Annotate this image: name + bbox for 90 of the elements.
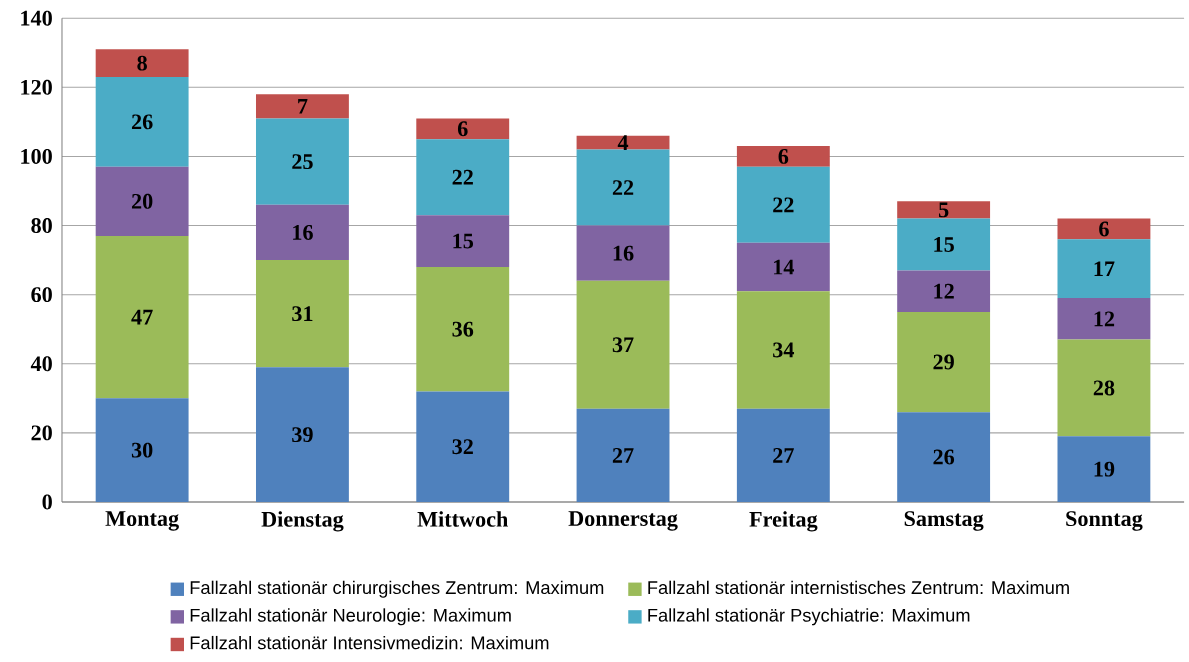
data-label: 6 xyxy=(1099,221,1109,237)
y-tick-label: 20 xyxy=(31,425,52,441)
data-label: 26 xyxy=(131,114,153,130)
x-tick-label: Sonntag xyxy=(1066,511,1143,531)
bar xyxy=(576,225,670,281)
data-label: 27 xyxy=(612,447,634,463)
data-label: 36 xyxy=(452,321,474,337)
legend-label: Fallzahl stationär Psychiatrie: Maximum xyxy=(648,608,970,626)
y-tick-label: 80 xyxy=(31,218,52,234)
data-label: 16 xyxy=(293,224,313,240)
bar xyxy=(576,408,670,502)
bar xyxy=(897,412,991,502)
bar xyxy=(576,149,670,226)
x-tick-label: Samstag xyxy=(904,511,984,531)
legend-label: Fallzahl stationär internistisches Zentrum: Maximum xyxy=(648,580,1069,595)
bar xyxy=(1057,298,1151,340)
bar xyxy=(736,166,830,243)
x-tick-label: Freitag xyxy=(749,511,818,532)
bar xyxy=(736,146,830,167)
bar xyxy=(255,367,349,502)
bar xyxy=(255,94,349,119)
bar xyxy=(736,408,830,502)
bar xyxy=(897,218,991,271)
bar xyxy=(576,280,670,409)
bar xyxy=(897,311,991,413)
x-tick-label: Dienstag xyxy=(261,511,344,532)
data-label: 4 xyxy=(617,135,629,150)
y-tick-label: 60 xyxy=(31,287,52,303)
data-label: 22 xyxy=(612,180,634,195)
data-label: 39 xyxy=(292,427,313,443)
data-label: 6 xyxy=(778,148,789,164)
bar xyxy=(255,118,349,205)
data-label: 37 xyxy=(612,337,634,353)
bar xyxy=(1057,239,1151,299)
y-tick-label: 140 xyxy=(21,10,52,26)
data-label: 12 xyxy=(934,283,954,299)
x-tick-label: Montag xyxy=(105,511,179,531)
data-label: 17 xyxy=(1094,261,1115,277)
data-label: 28 xyxy=(1093,380,1115,396)
bar xyxy=(736,242,830,292)
data-label: 5 xyxy=(938,202,949,218)
y-tick-label: 120 xyxy=(21,79,52,95)
data-label: 25 xyxy=(292,154,313,170)
data-label: 29 xyxy=(933,354,954,370)
bar xyxy=(576,135,670,150)
data-label: 22 xyxy=(452,169,473,185)
data-label: 16 xyxy=(613,245,634,261)
bar xyxy=(95,235,189,399)
x-tick-label: Donnerstag xyxy=(568,511,678,531)
bar xyxy=(416,118,510,140)
data-label: 6 xyxy=(457,121,468,137)
data-label: 19 xyxy=(1094,461,1115,477)
bar xyxy=(416,215,510,268)
data-label: 26 xyxy=(933,449,955,465)
data-label: 27 xyxy=(773,447,794,463)
data-label: 14 xyxy=(774,259,795,275)
bar xyxy=(736,291,830,409)
data-label: 31 xyxy=(292,306,313,322)
data-label: 30 xyxy=(131,442,153,458)
data-label: 8 xyxy=(137,55,147,71)
data-label: 15 xyxy=(934,237,954,252)
bar xyxy=(1057,339,1151,437)
bar xyxy=(416,139,510,216)
bar xyxy=(95,398,189,502)
data-label: 32 xyxy=(452,439,473,455)
data-label: 20 xyxy=(131,193,153,209)
bar xyxy=(1057,436,1151,502)
y-tick-label: 0 xyxy=(42,494,52,510)
bar xyxy=(897,201,991,219)
data-label: 12 xyxy=(1094,311,1115,327)
bar xyxy=(255,204,349,261)
data-label: 15 xyxy=(453,233,474,249)
bar xyxy=(255,260,349,368)
legend-label: Fallzahl stationär Neurologie: Maximum xyxy=(190,608,511,626)
bar xyxy=(416,391,510,502)
bar xyxy=(95,49,189,77)
y-tick-label: 100 xyxy=(21,148,52,164)
legend-label: Fallzahl stationär Intensivmedizin: Maximum xyxy=(190,635,549,650)
data-label: 22 xyxy=(773,197,794,213)
y-tick-label: 40 xyxy=(30,356,52,372)
data-label: 7 xyxy=(298,99,308,114)
bar xyxy=(1057,218,1151,240)
data-label: 34 xyxy=(773,342,795,358)
bar xyxy=(416,267,510,392)
legend-label: Fallzahl stationär chirurgisches Zentrum: Maximum xyxy=(190,580,604,598)
bar xyxy=(95,76,189,167)
bar xyxy=(897,270,991,312)
x-tick-label: Mittwoch xyxy=(417,511,509,527)
data-label: 47 xyxy=(131,309,153,325)
bar xyxy=(95,166,189,236)
